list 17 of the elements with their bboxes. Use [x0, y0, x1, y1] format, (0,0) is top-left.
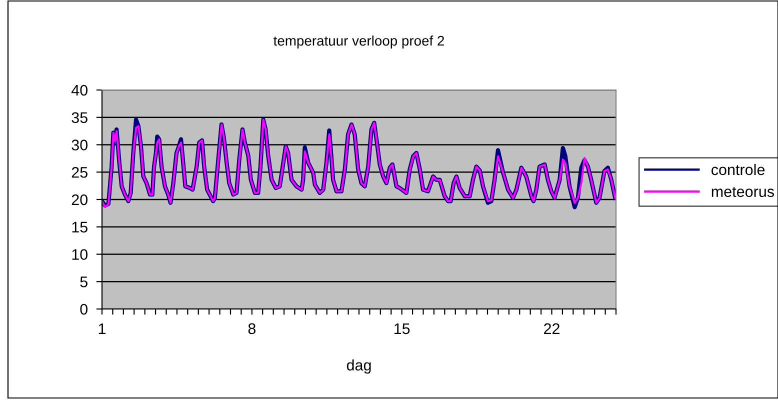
- chart-title: temperatuur verloop proef 2: [274, 35, 444, 48]
- x-tick-label: 15: [394, 323, 410, 334]
- x-axis-title: dag: [346, 359, 371, 374]
- y-tick-label: 40: [71, 84, 88, 96]
- y-tick-label: 10: [72, 249, 88, 260]
- y-tick-label: 0: [80, 304, 88, 315]
- x-tick-label: 1: [98, 323, 106, 334]
- y-tick-label: 20: [72, 194, 88, 206]
- legend-label: meteorus: [712, 186, 774, 198]
- y-tick-label: 35: [72, 112, 88, 124]
- x-tick-label: 8: [248, 323, 256, 334]
- y-tick-label: 5: [80, 276, 88, 288]
- y-tick-label: 30: [72, 140, 88, 150]
- legend-label: controle: [712, 164, 765, 176]
- y-tick-label: 25: [72, 166, 88, 178]
- x-tick-label: 22: [544, 323, 560, 334]
- y-tick-label: 15: [72, 222, 88, 233]
